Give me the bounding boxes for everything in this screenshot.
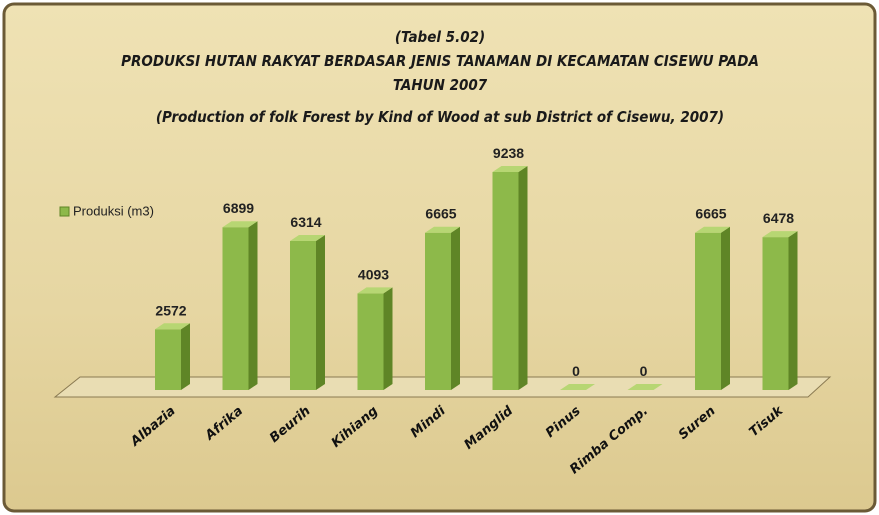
title-line: TAHUN 2007 (393, 76, 488, 94)
value-label: 9238 (493, 145, 524, 161)
value-label: 2572 (155, 302, 186, 318)
bar-front (290, 241, 316, 390)
bar (357, 287, 393, 390)
bar-top (290, 235, 325, 242)
bar-front (222, 227, 249, 390)
bar-side (316, 235, 325, 390)
title-line: (Production of folk Forest by Kind of Wo… (156, 108, 724, 126)
bar-top (155, 323, 190, 330)
value-label: 0 (572, 363, 580, 379)
bar-side (788, 231, 798, 390)
bar-side (721, 226, 730, 390)
bar-top (425, 226, 460, 233)
legend: Produksi (m3) (59, 203, 154, 218)
bar-side (451, 226, 460, 390)
bar-top (762, 231, 798, 238)
bar-side (518, 166, 528, 390)
bar (155, 323, 190, 390)
bar-top (222, 221, 258, 228)
bar-top (560, 384, 595, 390)
value-label: 6665 (425, 206, 456, 222)
bar-front (357, 293, 384, 390)
bar-front (695, 232, 721, 390)
bar-top (492, 166, 528, 172)
value-label: 4093 (358, 266, 389, 282)
bar-front (762, 237, 789, 390)
bar-side (248, 221, 258, 390)
bar (762, 231, 798, 390)
bar-front (425, 232, 451, 390)
legend-swatch (59, 206, 70, 217)
bar (492, 166, 528, 390)
bar (222, 221, 258, 390)
bar (627, 384, 663, 390)
bar-side (383, 287, 393, 390)
title-line: (Tabel 5.02) (395, 28, 485, 46)
bar-top (357, 287, 393, 294)
bar (695, 226, 730, 390)
legend-label: Produksi (m3) (73, 203, 154, 218)
title-line: PRODUKSI HUTAN RAKYAT BERDASAR JENIS TAN… (121, 52, 759, 70)
bar (290, 235, 325, 390)
value-label: 0 (640, 363, 648, 379)
bar-top (695, 226, 730, 233)
bar-side (181, 323, 190, 390)
bar (560, 384, 595, 390)
value-label: 6478 (763, 210, 794, 226)
bar-top (627, 384, 663, 390)
value-label: 6314 (290, 214, 321, 230)
bar (425, 226, 460, 390)
bar-front (155, 329, 181, 390)
value-label: 6665 (695, 206, 726, 222)
value-label: 6899 (223, 200, 254, 216)
bar-front (492, 172, 519, 390)
